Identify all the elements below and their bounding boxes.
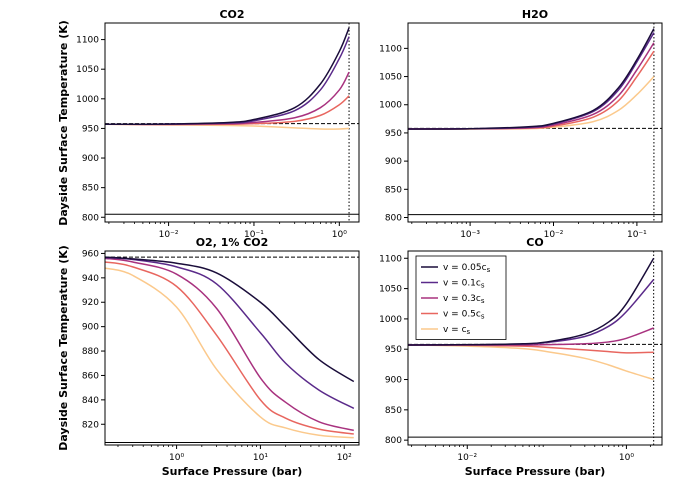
series-line-v1: [408, 344, 654, 381]
y-tick-label: 900: [385, 376, 402, 386]
y-tick-label: 1000: [379, 315, 402, 325]
y-axis-label-bottom: Dayside Surface Temperature (K): [57, 245, 70, 451]
y-tick-label: 920: [82, 298, 99, 308]
x-tick-label: 10⁻²: [544, 230, 564, 240]
y-tick-label: 1100: [76, 36, 99, 46]
y-tick-label: 800: [82, 213, 99, 223]
series-group: [408, 28, 655, 130]
series-line-v0.05: [408, 257, 655, 346]
y-tick-label: 950: [385, 129, 402, 139]
y-tick-label: 850: [385, 185, 402, 195]
panel-title: H2O: [522, 8, 548, 21]
x-tick-label: 10⁻³: [460, 230, 480, 240]
x-tick-label: 10⁰: [332, 230, 347, 240]
series-line-v0.3: [105, 257, 354, 432]
series-line-v0.05: [105, 27, 350, 126]
plot-frame: [407, 22, 663, 223]
y-tick-label: 820: [82, 420, 99, 430]
y-tick-label: 950: [385, 345, 402, 355]
y-tick-label: 1050: [76, 65, 99, 75]
y-tick-label: 1000: [76, 95, 99, 105]
legend-label: v = 0.1cs: [443, 279, 485, 290]
plot-frame: [104, 250, 360, 446]
legend-label: v = 0.5cs: [443, 310, 485, 321]
y-tick-label: 1100: [379, 254, 402, 264]
series-line-v0.1: [408, 32, 655, 130]
panel-title: CO2: [219, 8, 244, 21]
y-tick-label: 850: [82, 184, 99, 194]
x-tick-label: 10⁻²: [159, 230, 179, 240]
y-tick-label: 940: [82, 274, 99, 284]
y-tick-label: 900: [385, 157, 402, 167]
panel-1: CO2 800 850 900 950 1000 1050 1100 10⁻² 10⁻¹ 10⁰: [76, 8, 360, 240]
series-line-v0.05: [408, 28, 655, 130]
y-tick-label: 840: [82, 396, 99, 406]
y-tick-label: 800: [385, 436, 402, 446]
x-tick-label: 10⁰: [169, 453, 184, 463]
series-group: [105, 27, 350, 130]
y-tick-label: 900: [82, 154, 99, 164]
panel-title: CO: [526, 236, 543, 249]
legend: v = 0.05cs v = 0.1cs v = 0.3cs v = 0.5cs v =…: [415, 255, 507, 340]
series-group: [408, 257, 655, 381]
legend-label: v = 0.3cs: [443, 294, 485, 305]
series-line-v0.05: [105, 256, 355, 383]
y-tick-label: 1050: [379, 285, 402, 295]
legend-label: v = cs: [443, 325, 471, 336]
series-line-v0.3: [408, 42, 655, 130]
y-tick-label: 850: [385, 406, 402, 416]
series-line-v1: [105, 267, 354, 439]
panel-3: O2, 1% CO2 820 840 860 880 900 920 940 960 10⁰ 10¹…: [82, 236, 360, 463]
y-tick-label: 800: [385, 213, 402, 223]
x-tick-label: 10⁻²: [457, 453, 477, 463]
y-axis-label-top: Dayside Surface Temperature (K): [57, 20, 70, 226]
x-tick-label: 10²: [337, 453, 352, 463]
plot-frame: [407, 250, 663, 446]
legend-label: v = 0.05cs: [443, 263, 491, 274]
x-axis-label-right: Surface Pressure (bar): [465, 465, 606, 478]
series-line-v0.1: [105, 256, 355, 410]
y-tick-label: 880: [82, 347, 99, 357]
panel-4: CO 800 850 900 950 1000 1050 1100 10⁻² 10⁰ v = 0.0…: [379, 236, 663, 463]
panel-title: O2, 1% CO2: [196, 236, 269, 249]
reference-lines: [408, 23, 662, 222]
series-group: [105, 256, 355, 439]
y-tick-label: 1050: [379, 73, 402, 83]
y-tick-label: 1100: [379, 44, 402, 54]
x-tick-label: 10⁻¹: [627, 230, 647, 240]
plot-frame: [104, 22, 360, 223]
y-tick-label: 860: [82, 371, 99, 381]
reference-lines: [105, 256, 359, 444]
x-tick-label: 10⁻¹: [244, 230, 264, 240]
y-tick-label: 900: [82, 323, 99, 333]
y-tick-label: 950: [82, 124, 99, 134]
x-tick-label: 10⁰: [619, 453, 634, 463]
x-tick-label: 10¹: [253, 453, 268, 463]
x-axis-label-left: Surface Pressure (bar): [162, 465, 303, 478]
y-tick-label: 960: [82, 249, 99, 259]
series-line-v0.5: [105, 261, 354, 435]
y-tick-label: 1000: [379, 101, 402, 111]
panel-2: H2O 800 850 900 950 1000 1050 1100 10⁻³ 10⁻² 10⁻¹: [379, 8, 663, 240]
series-line-v0.5: [105, 95, 350, 126]
